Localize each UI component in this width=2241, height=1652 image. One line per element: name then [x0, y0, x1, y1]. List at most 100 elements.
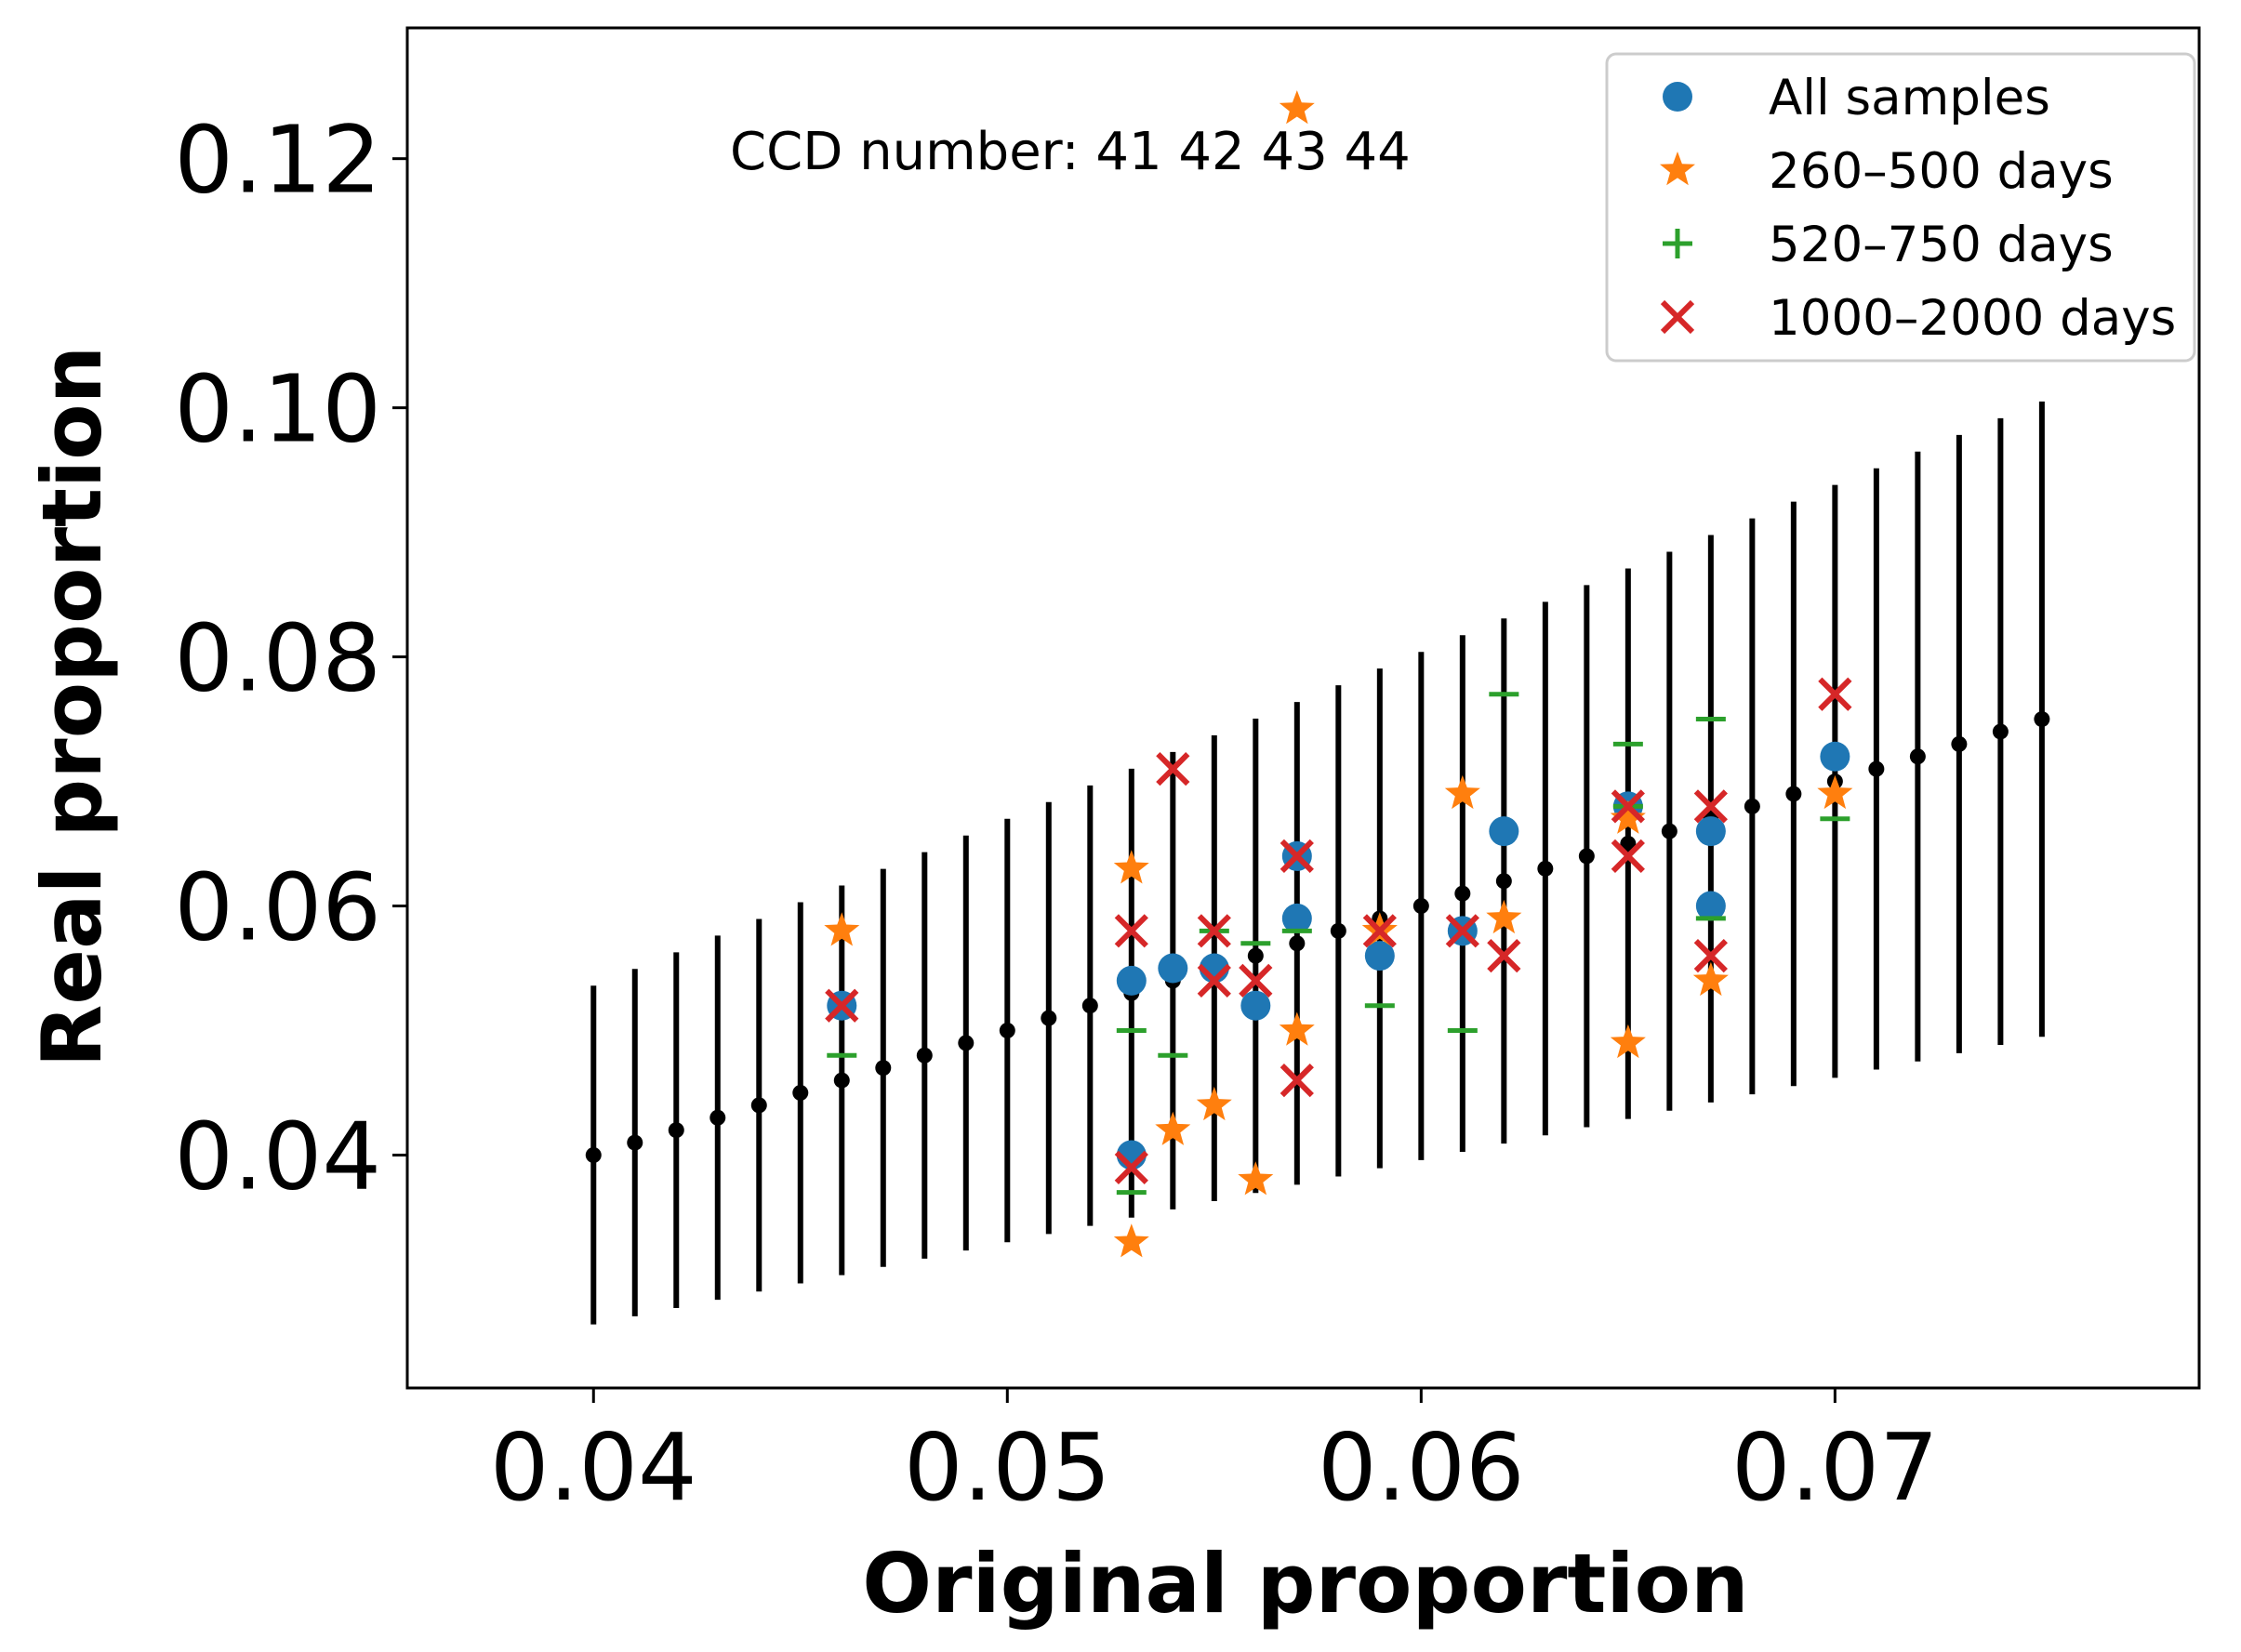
reference-point [1412, 898, 1429, 915]
data-point [1693, 789, 1728, 824]
reference-point [958, 1035, 975, 1051]
reference-point [1992, 723, 2009, 740]
data-point [1820, 741, 1850, 772]
reference-point [1495, 873, 1512, 890]
data-point [1197, 914, 1231, 948]
y-tick-label: 0.06 [174, 853, 381, 962]
x-tick-label: 0.07 [1731, 1413, 1939, 1522]
data-point [1240, 990, 1271, 1021]
data-point [1695, 816, 1726, 847]
reference-point [709, 1109, 726, 1126]
axis-ticks: 0.04 0.05 0.06 0.07 0.04 0.06 0.08 0.10 0.12 [174, 106, 1938, 1522]
reference-point [1868, 760, 1885, 777]
y-tick-label: 0.08 [174, 604, 381, 713]
data-point [1444, 774, 1480, 810]
data-point [1695, 891, 1726, 921]
data-point [1487, 938, 1521, 973]
legend-label: 1000–2000 days [1769, 290, 2176, 347]
reference-point [999, 1022, 1015, 1038]
y-axis-label: Real proportion [24, 346, 120, 1068]
reference-point [916, 1047, 933, 1064]
data-point [1238, 1161, 1274, 1196]
annotation-ccd: CCD number: 41 42 43 44 [730, 122, 1411, 182]
data-point [1486, 899, 1522, 934]
data-point [1156, 752, 1190, 786]
reference-point [1744, 798, 1760, 814]
data-point [1113, 1223, 1149, 1258]
legend-marker [1660, 152, 1695, 186]
reference-point [2034, 711, 2050, 728]
legend-item: 520–750 days [1663, 217, 2114, 273]
data-point [1610, 800, 1646, 834]
data-point [1611, 789, 1645, 824]
legend-marker [1663, 229, 1692, 258]
reference-point [1247, 947, 1264, 964]
x-tick-label: 0.06 [1318, 1413, 1525, 1522]
legend: All samples 260–500 days 520–750 days 1000–… [1605, 52, 2196, 363]
data-point [1693, 938, 1728, 973]
reference-point [627, 1134, 643, 1151]
data-point [1364, 941, 1395, 971]
reference-point [1951, 735, 1968, 752]
legend-marker [1663, 82, 1692, 112]
data-point [1489, 816, 1519, 847]
data-point [1113, 850, 1149, 884]
reference-point [1620, 836, 1637, 852]
data-point [1445, 914, 1479, 948]
legend-item: 1000–2000 days [1660, 290, 2176, 347]
data-point [1280, 839, 1314, 874]
data-point [1279, 90, 1315, 125]
data-point [1610, 1024, 1646, 1059]
y-tick-label: 0.12 [174, 106, 381, 215]
reference-point [750, 1097, 767, 1114]
data-point [1281, 903, 1312, 933]
legend-marker [1660, 299, 1695, 335]
data-point [1280, 1063, 1314, 1098]
reference-point [1330, 922, 1346, 939]
x-axis-label: Original proportion [862, 1536, 1748, 1632]
data-point [1817, 774, 1853, 810]
legend-label: 260–500 days [1769, 143, 2114, 200]
reference-point [668, 1122, 684, 1139]
data-point [1239, 963, 1273, 998]
reference-point [833, 1072, 850, 1089]
data-point [1611, 839, 1645, 874]
data-point [1116, 965, 1147, 996]
data-point [1114, 914, 1148, 948]
x-tick-label: 0.05 [904, 1413, 1111, 1522]
legend-box [1605, 52, 2196, 363]
reference-point [1661, 823, 1677, 839]
data-point [824, 912, 860, 946]
legend-label: 520–750 days [1769, 217, 2114, 273]
reference-point [792, 1084, 809, 1101]
series-x [825, 677, 1852, 1184]
data-point [1196, 1086, 1232, 1121]
reference-point [1081, 998, 1098, 1014]
data-point [1114, 1150, 1148, 1184]
y-tick-label: 0.04 [174, 1102, 381, 1210]
data-point [1197, 963, 1231, 998]
series-plus [827, 692, 1850, 1196]
legend-item: All samples [1663, 70, 2050, 126]
data-point [1818, 677, 1852, 711]
data-series [824, 90, 1853, 1258]
data-point [825, 988, 859, 1023]
data-point [1158, 953, 1188, 984]
y-tick-label: 0.10 [174, 355, 381, 464]
reference-point [1289, 935, 1306, 952]
reference-point [1785, 786, 1802, 802]
reference-point [585, 1146, 602, 1163]
data-point [1279, 1011, 1315, 1046]
data-point [1692, 961, 1729, 997]
legend-item: 260–500 days [1660, 143, 2114, 200]
reference-point [1454, 885, 1471, 902]
reference-point [1909, 748, 1926, 765]
reference-point [1537, 860, 1554, 877]
legend-label: All samples [1769, 70, 2050, 126]
reference-point [875, 1060, 892, 1077]
data-point [1362, 914, 1397, 948]
reference-point [1041, 1010, 1057, 1026]
data-point [1155, 1111, 1191, 1145]
reference-point [1578, 848, 1595, 865]
